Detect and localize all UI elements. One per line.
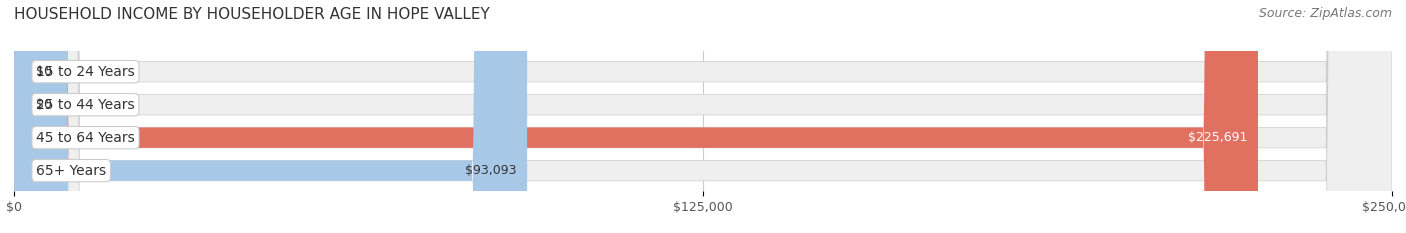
Text: 25 to 44 Years: 25 to 44 Years xyxy=(37,98,135,112)
Text: 65+ Years: 65+ Years xyxy=(37,164,107,178)
Text: 15 to 24 Years: 15 to 24 Years xyxy=(37,65,135,79)
Text: $0: $0 xyxy=(37,98,52,111)
FancyBboxPatch shape xyxy=(14,0,527,233)
Text: 45 to 64 Years: 45 to 64 Years xyxy=(37,131,135,145)
Text: $93,093: $93,093 xyxy=(464,164,516,177)
Text: HOUSEHOLD INCOME BY HOUSEHOLDER AGE IN HOPE VALLEY: HOUSEHOLD INCOME BY HOUSEHOLDER AGE IN H… xyxy=(14,7,489,22)
FancyBboxPatch shape xyxy=(14,0,1258,233)
Text: Source: ZipAtlas.com: Source: ZipAtlas.com xyxy=(1258,7,1392,20)
FancyBboxPatch shape xyxy=(14,0,1392,233)
Text: $225,691: $225,691 xyxy=(1188,131,1247,144)
FancyBboxPatch shape xyxy=(14,0,1392,233)
FancyBboxPatch shape xyxy=(14,0,1392,233)
FancyBboxPatch shape xyxy=(14,0,1392,233)
Text: $0: $0 xyxy=(37,65,52,78)
